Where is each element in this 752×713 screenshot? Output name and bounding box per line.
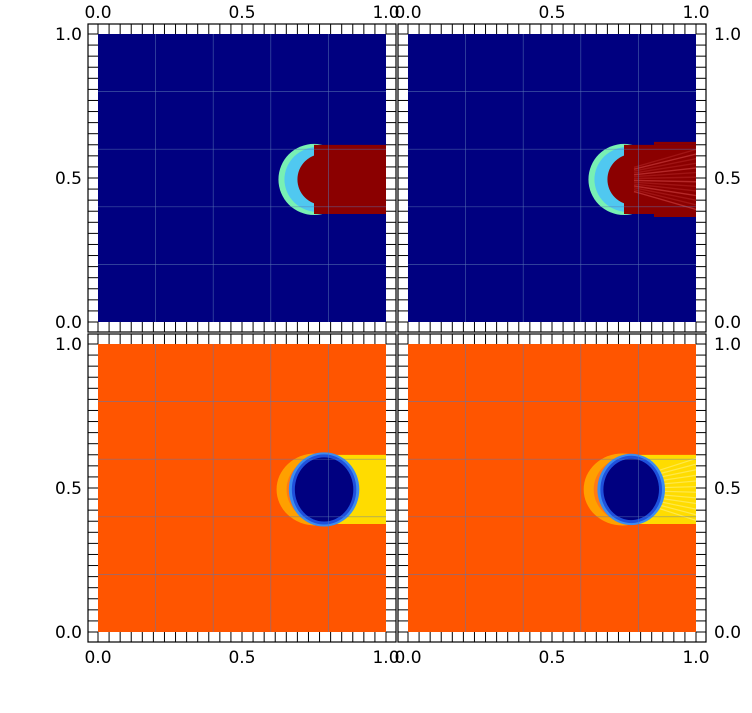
x-tick-label: 0.5 (538, 3, 565, 23)
trail-line (633, 179, 696, 183)
trail-line (633, 148, 696, 169)
trail-top-band (654, 141, 696, 145)
trail-line (633, 167, 696, 176)
x-tick-label: 0.0 (394, 3, 421, 23)
y-tick-label: 1.0 (55, 335, 82, 355)
x-tick-label: 0.0 (84, 3, 111, 23)
y-tick-label: 0.0 (714, 623, 741, 643)
grid (408, 34, 696, 322)
x-tick-label: 0.5 (228, 648, 255, 668)
y-tick-label: 0.5 (55, 169, 82, 189)
y-tick-label: 0.5 (55, 479, 82, 499)
trail-line (633, 185, 696, 197)
trail-line (633, 162, 696, 174)
x-tick-label: 1.0 (372, 648, 399, 668)
trail-line (633, 188, 696, 206)
grid (408, 344, 696, 632)
blob-core (603, 458, 659, 521)
panel-top-left: 0.0 0.5 1.00.00.51.0 (55, 3, 400, 333)
grid (98, 34, 386, 322)
x-tick-label: 0.0 (84, 648, 111, 668)
tick-marks (398, 24, 706, 332)
plot-area (98, 344, 386, 632)
tick-labels: 0.0 0.5 1.0 0.0 0.5 1.0 (55, 335, 400, 668)
y-tick-label: 1.0 (55, 25, 82, 45)
panels-layer: 0.0 0.5 1.00.00.51.00.0 0.5 1.00.00.51.00.0 0… (55, 3, 741, 668)
tick-labels: 0.0 0.5 1.00.00.51.0 (394, 335, 741, 668)
fanning-trail (633, 141, 696, 217)
y-tick-label: 0.0 (55, 313, 82, 333)
plot-area (408, 34, 696, 322)
blob-core (294, 457, 354, 522)
y-tick-label: 0.5 (714, 169, 741, 189)
x-tick-label: 0.5 (228, 3, 255, 23)
capsule-body (314, 144, 386, 214)
trail-line (633, 187, 696, 201)
y-tick-label: 1.0 (714, 335, 741, 355)
panel-bottom-right: 0.0 0.5 1.00.00.51.0 (394, 333, 741, 668)
tick-marks (88, 24, 396, 332)
trail-line (633, 157, 696, 172)
plot-area (98, 34, 386, 322)
y-tick-label: 1.0 (714, 25, 741, 45)
trail-line (633, 153, 696, 170)
grid (98, 344, 386, 632)
trail-line (633, 183, 696, 192)
panel-top-right: 0.0 0.5 1.0 0.0 0.5 1.0 (394, 3, 741, 333)
panel-bottom-left: 0.0 0.5 1.0 0.0 0.5 1.0 (55, 333, 400, 668)
tick-labels: 0.0 0.5 1.00.00.51.0 (55, 3, 400, 333)
trail-line (633, 181, 696, 188)
x-tick-label: 1.0 (682, 3, 709, 23)
y-tick-label: 0.0 (714, 313, 741, 333)
tick-marks (398, 334, 706, 642)
x-tick-label: 0.0 (394, 648, 421, 668)
trail-line (633, 176, 696, 180)
trail-bottom-band (654, 214, 696, 217)
trail-line (633, 171, 696, 178)
tick-marks (88, 334, 396, 642)
x-tick-label: 1.0 (682, 648, 709, 668)
x-tick-label: 0.5 (538, 648, 565, 668)
tick-labels: 0.0 0.5 1.0 0.0 0.5 1.0 (394, 3, 741, 333)
x-tick-label: 1.0 (372, 3, 399, 23)
plot-area (408, 344, 696, 632)
capsule-body (624, 144, 696, 214)
y-tick-label: 0.0 (55, 623, 82, 643)
y-tick-label: 0.5 (714, 479, 741, 499)
